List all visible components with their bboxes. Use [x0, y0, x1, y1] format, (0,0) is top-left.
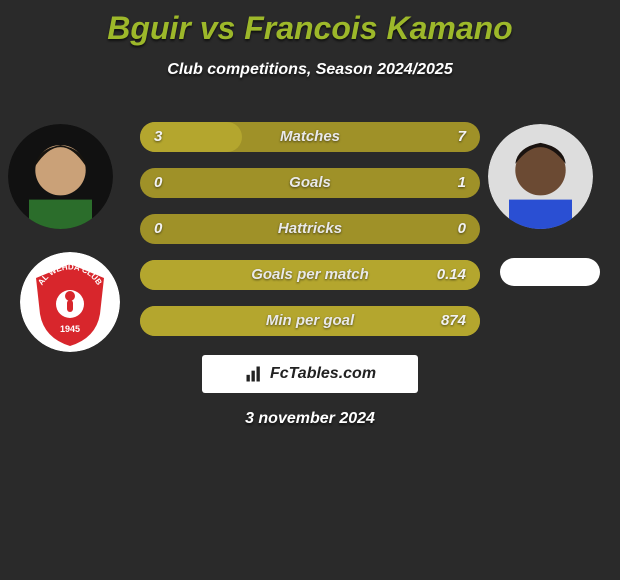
stat-label: Matches [140, 122, 480, 152]
header: Bguir vs Francois Kamano Club competitio… [0, 0, 620, 79]
stat-value-right: 0.14 [437, 260, 466, 290]
player-right-avatar [488, 124, 593, 229]
stat-label: Min per goal [140, 306, 480, 336]
stat-value-right: 1 [458, 168, 466, 198]
stat-value-right: 0 [458, 214, 466, 244]
page-title: Bguir vs Francois Kamano [0, 10, 620, 47]
club-left-badge-svg: AL WEHDA CLUB 1945 [20, 252, 120, 352]
club-left-year: 1945 [60, 324, 80, 334]
stat-label: Goals per match [140, 260, 480, 290]
stat-label: Goals [140, 168, 480, 198]
player-left-avatar [8, 124, 113, 229]
player-right-avatar-svg [488, 124, 593, 229]
stat-label: Hattricks [140, 214, 480, 244]
stat-row: 3 Matches 7 [140, 122, 480, 152]
watermark: FcTables.com [202, 355, 418, 393]
stat-value-right: 874 [441, 306, 466, 336]
chart-bar-icon [244, 364, 264, 384]
stat-row: 0 Hattricks 0 [140, 214, 480, 244]
stat-value-right: 7 [458, 122, 466, 152]
page-subtitle: Club competitions, Season 2024/2025 [0, 61, 620, 79]
stat-row: Min per goal 874 [140, 306, 480, 336]
club-left-badge: AL WEHDA CLUB 1945 [20, 252, 120, 352]
watermark-text: FcTables.com [270, 365, 376, 383]
player-left-avatar-svg [8, 124, 113, 229]
stat-row: Goals per match 0.14 [140, 260, 480, 290]
stat-row: 0 Goals 1 [140, 168, 480, 198]
stats-container: 3 Matches 7 0 Goals 1 0 Hattricks 0 Goal… [140, 122, 480, 352]
snapshot-date: 3 november 2024 [0, 410, 620, 428]
club-right-badge [500, 258, 600, 286]
